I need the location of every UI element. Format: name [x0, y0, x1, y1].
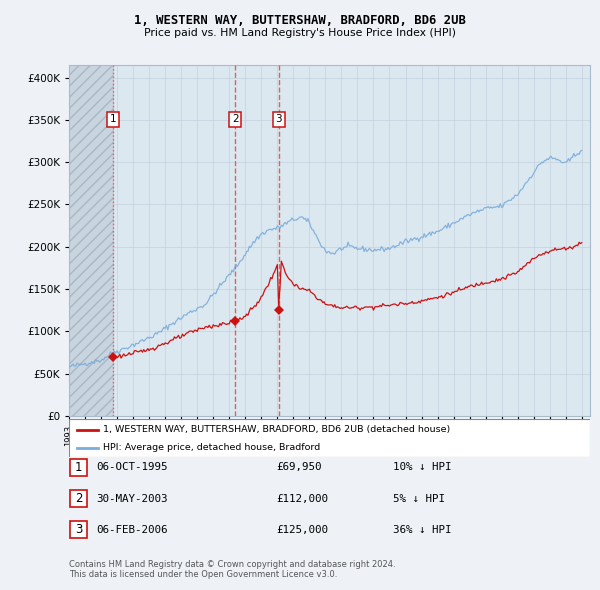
Text: 06-OCT-1995: 06-OCT-1995	[96, 463, 167, 472]
Bar	[69, 65, 113, 416]
Text: 2: 2	[232, 114, 239, 124]
Text: 1, WESTERN WAY, BUTTERSHAW, BRADFORD, BD6 2UB: 1, WESTERN WAY, BUTTERSHAW, BRADFORD, BD…	[134, 14, 466, 27]
Text: £125,000: £125,000	[276, 525, 328, 535]
Text: 36% ↓ HPI: 36% ↓ HPI	[393, 525, 452, 535]
Text: 1: 1	[75, 461, 82, 474]
FancyBboxPatch shape	[70, 490, 87, 507]
Text: 3: 3	[75, 523, 82, 536]
Text: Contains HM Land Registry data © Crown copyright and database right 2024.
This d: Contains HM Land Registry data © Crown c…	[69, 560, 395, 579]
FancyBboxPatch shape	[70, 522, 87, 538]
Text: 1, WESTERN WAY, BUTTERSHAW, BRADFORD, BD6 2UB (detached house): 1, WESTERN WAY, BUTTERSHAW, BRADFORD, BD…	[103, 425, 450, 434]
FancyBboxPatch shape	[70, 459, 87, 476]
Text: 1: 1	[110, 114, 117, 124]
FancyBboxPatch shape	[69, 419, 590, 457]
Text: 10% ↓ HPI: 10% ↓ HPI	[393, 463, 452, 472]
Text: 2: 2	[75, 492, 82, 505]
Text: 30-MAY-2003: 30-MAY-2003	[96, 494, 167, 503]
Text: Price paid vs. HM Land Registry's House Price Index (HPI): Price paid vs. HM Land Registry's House …	[144, 28, 456, 38]
Text: HPI: Average price, detached house, Bradford: HPI: Average price, detached house, Brad…	[103, 443, 320, 452]
Text: 06-FEB-2006: 06-FEB-2006	[96, 525, 167, 535]
Text: £112,000: £112,000	[276, 494, 328, 503]
Text: 3: 3	[275, 114, 282, 124]
Text: £69,950: £69,950	[276, 463, 322, 472]
Text: 5% ↓ HPI: 5% ↓ HPI	[393, 494, 445, 503]
